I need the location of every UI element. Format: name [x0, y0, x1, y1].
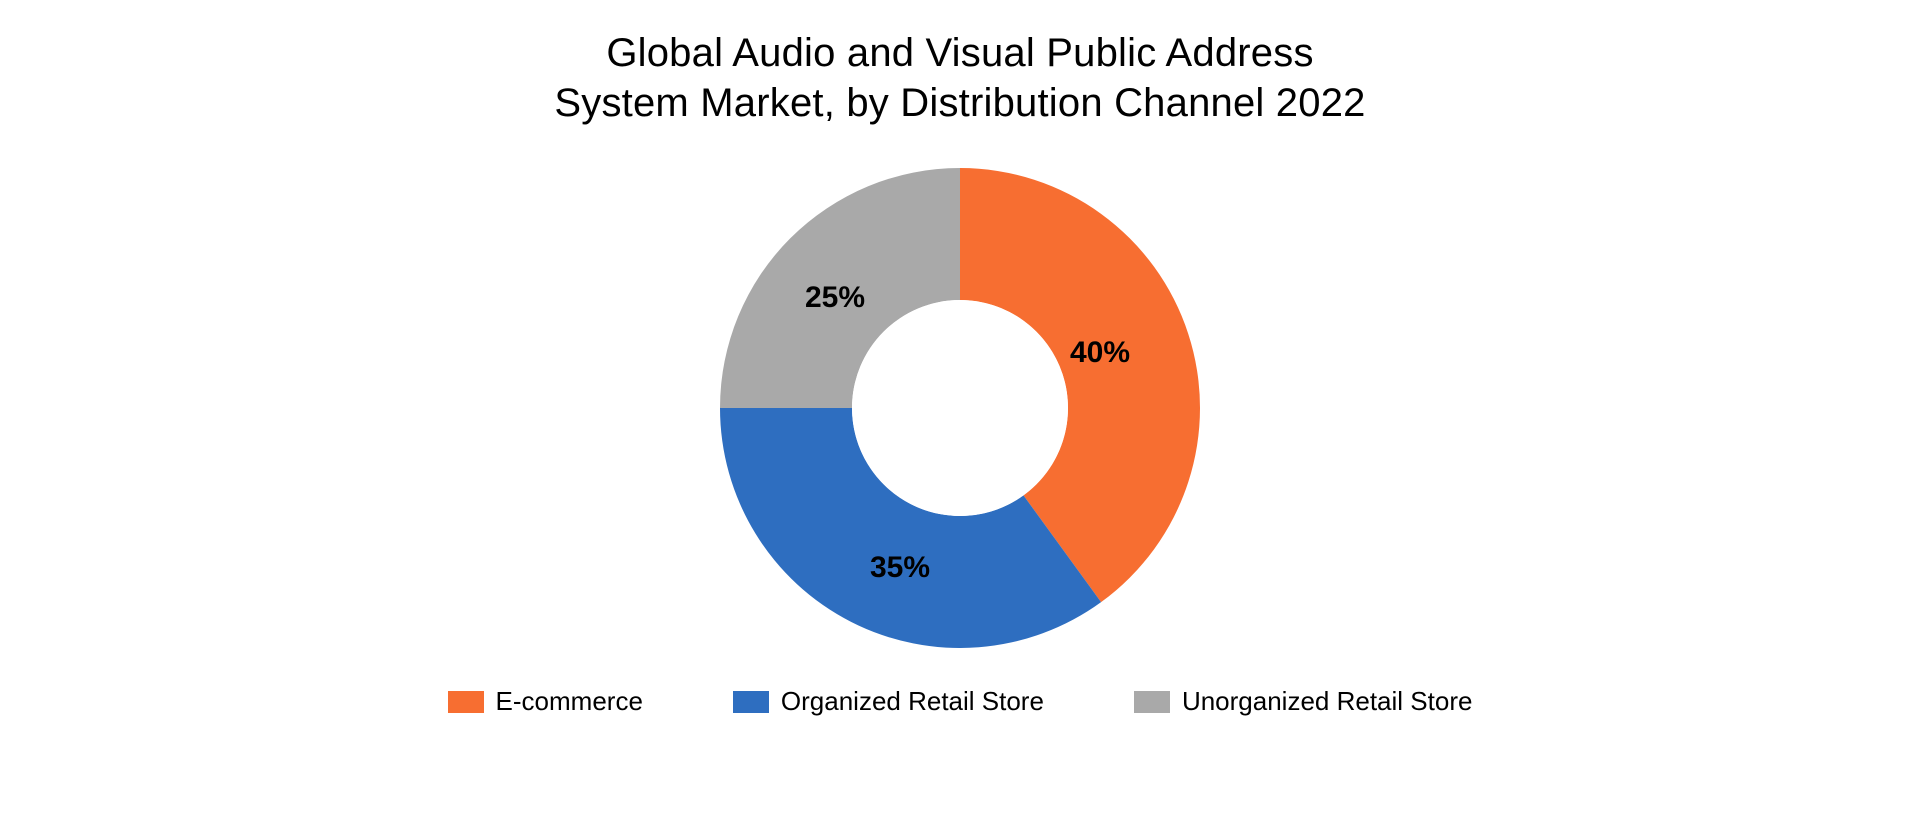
donut-hole	[852, 300, 1068, 516]
legend-swatch	[448, 691, 484, 713]
chart-title-line2: System Market, by Distribution Channel 2…	[554, 78, 1365, 128]
legend-swatch	[733, 691, 769, 713]
legend-swatch	[1134, 691, 1170, 713]
slice-percent-label: 25%	[805, 281, 865, 315]
legend-item: Unorganized Retail Store	[1134, 686, 1473, 717]
slice-percent-label: 40%	[1070, 336, 1130, 370]
chart-title-line1: Global Audio and Visual Public Address	[554, 28, 1365, 78]
donut-chart-container: Global Audio and Visual Public Address S…	[0, 0, 1920, 818]
legend-item: Organized Retail Store	[733, 686, 1044, 717]
legend-label: Unorganized Retail Store	[1182, 686, 1473, 717]
slice-percent-label: 35%	[870, 551, 930, 585]
legend-label: E-commerce	[496, 686, 643, 717]
chart-title: Global Audio and Visual Public Address S…	[554, 28, 1365, 128]
legend-item: E-commerce	[448, 686, 643, 717]
chart-legend: E-commerce Organized Retail Store Unorgani…	[448, 686, 1473, 717]
donut-svg	[720, 168, 1200, 648]
donut-area: 40% 35% 25%	[720, 168, 1200, 648]
legend-label: Organized Retail Store	[781, 686, 1044, 717]
